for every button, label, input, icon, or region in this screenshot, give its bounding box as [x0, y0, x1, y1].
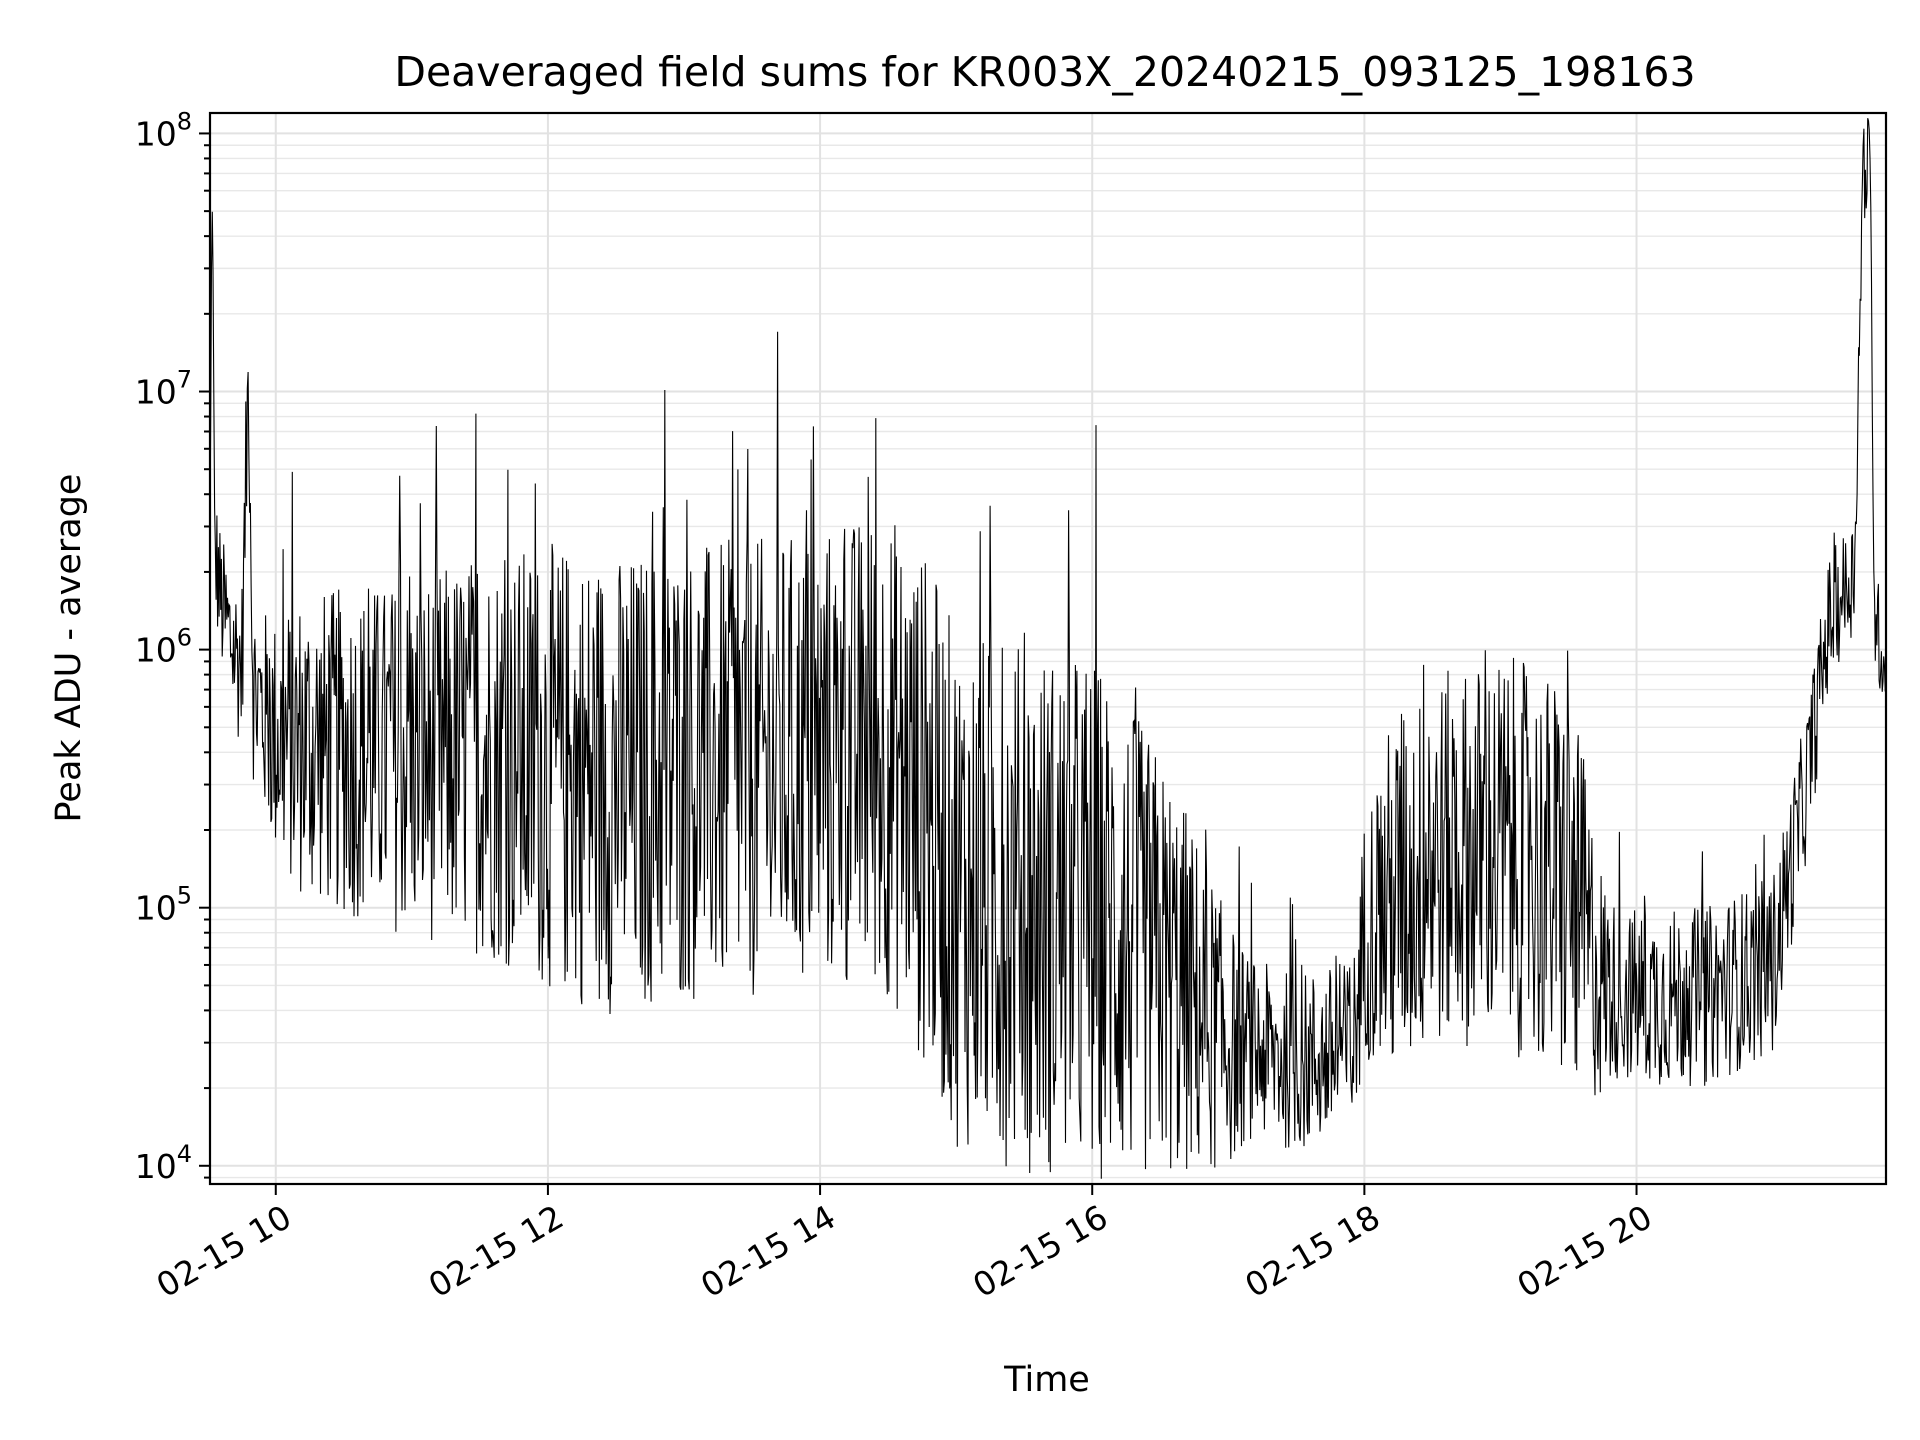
series-line: [209, 118, 1887, 1179]
y-axis-label: Peak ADU - average: [49, 474, 89, 823]
series-layer: [209, 118, 1887, 1179]
y-axis: 104 105 106 107 108: [135, 107, 210, 1186]
y-tick-label: 104: [135, 1140, 192, 1186]
y-tick-label: 105: [135, 882, 192, 928]
y-tick-label: 108: [135, 107, 192, 153]
y-tick-label: 107: [135, 366, 192, 412]
y-tick-label: 106: [135, 624, 192, 670]
x-axis-label: Time: [1003, 1360, 1090, 1400]
plot-frame: [208, 111, 1888, 1186]
chart-title: Deaveraged field sums for KR003X_2024021…: [394, 48, 1695, 96]
